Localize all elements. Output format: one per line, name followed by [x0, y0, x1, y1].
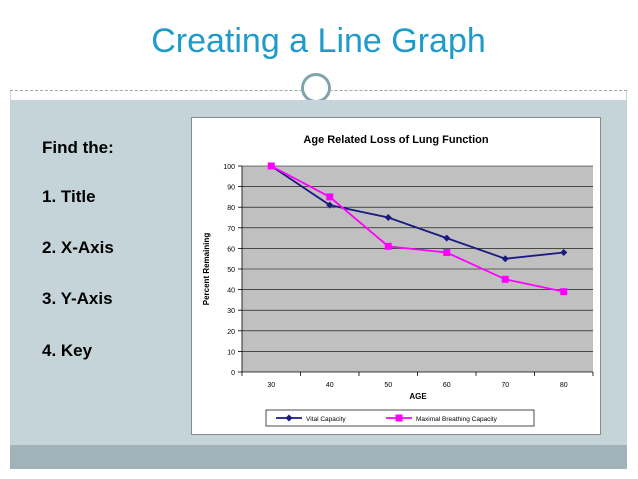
- y-tick-label: 100: [223, 164, 235, 171]
- legend-swatch-marker: [285, 414, 293, 422]
- data-point: [443, 249, 451, 257]
- y-tick-label: 60: [227, 246, 235, 253]
- x-tick-label: 50: [384, 382, 392, 389]
- y-tick-label: 0: [231, 370, 235, 377]
- y-tick-label: 90: [227, 185, 235, 192]
- y-tick-label: 80: [227, 205, 235, 212]
- y-tick-label: 10: [227, 349, 235, 356]
- bullet-key: 4. Key: [42, 341, 93, 360]
- y-tick-label: 20: [227, 329, 235, 336]
- data-point: [560, 249, 568, 257]
- x-axis-label: AGE: [409, 392, 427, 401]
- x-tick-label: 30: [267, 382, 275, 389]
- bullet-x-axis: 2. X-Axis: [42, 238, 114, 257]
- legend-label: Vital Capacity: [306, 416, 346, 423]
- bullet-title: 1. Title: [42, 187, 96, 206]
- chart-box: Age Related Loss of Lung Function Percen…: [191, 117, 601, 435]
- data-point: [326, 201, 334, 209]
- series-line: [270, 165, 564, 260]
- data-point: [326, 193, 334, 201]
- slide-title: Creating a Line Graph: [151, 22, 486, 60]
- x-tick-label: 70: [501, 382, 509, 389]
- bullet-y-axis: 3. Y-Axis: [42, 289, 113, 308]
- y-tick-label: 30: [227, 308, 235, 315]
- x-tick-label: 60: [443, 382, 451, 389]
- series-line: [270, 165, 564, 293]
- data-point: [384, 242, 392, 250]
- x-tick-label: 80: [560, 382, 568, 389]
- y-axis-label: Percent Remaining: [202, 233, 211, 306]
- y-tick-label: 50: [227, 267, 235, 274]
- y-tick-label: 70: [227, 226, 235, 233]
- chart-title: Age Related Loss of Lung Function: [303, 134, 488, 146]
- data-point: [267, 162, 275, 170]
- bullet-find-the: Find the:: [42, 138, 114, 157]
- data-point: [501, 255, 509, 263]
- y-tick-label: 40: [227, 288, 235, 295]
- legend-swatch-marker: [395, 414, 403, 422]
- data-point: [501, 275, 509, 283]
- data-point: [443, 234, 451, 242]
- legend-label: Maximal Breathing Capacity: [416, 416, 498, 423]
- line-chart: Age Related Loss of Lung Function Percen…: [202, 134, 594, 427]
- data-point: [384, 214, 392, 221]
- data-point: [560, 288, 568, 296]
- divider-circle-ornament: [301, 73, 331, 103]
- bottom-band: [10, 445, 627, 469]
- x-tick-label: 40: [326, 382, 334, 389]
